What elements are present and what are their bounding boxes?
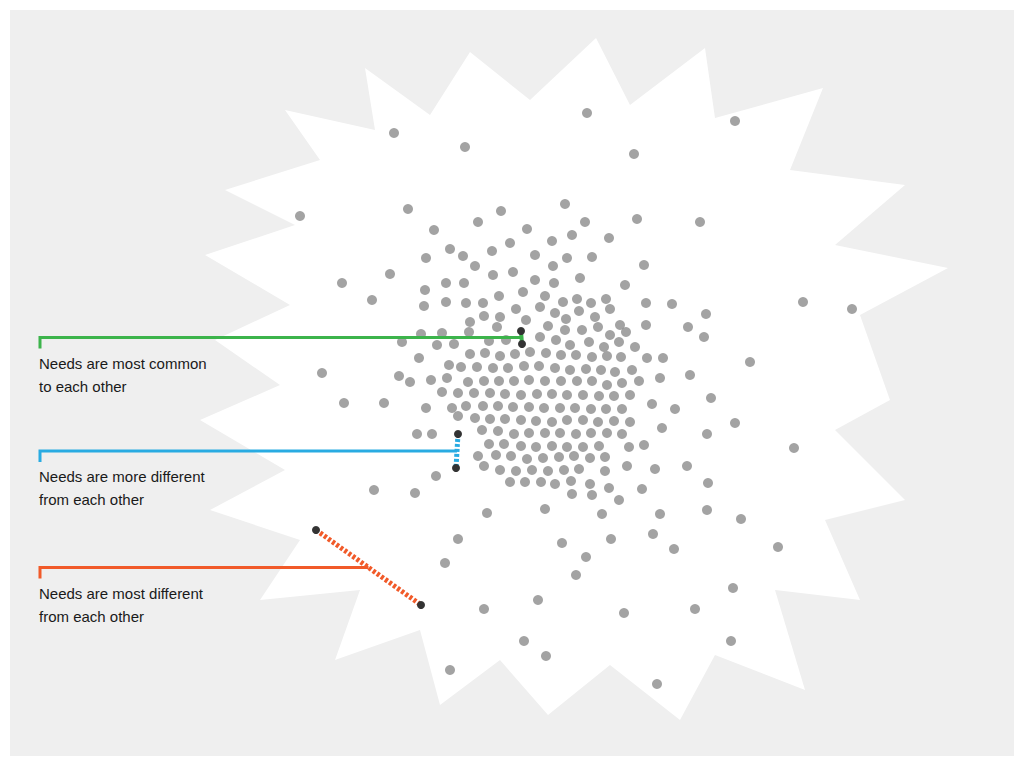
svg-text:Needs are more different: Needs are more different bbox=[39, 468, 205, 485]
svg-text:Needs are most common: Needs are most common bbox=[39, 355, 207, 372]
svg-text:Needs are most different: Needs are most different bbox=[39, 585, 204, 602]
svg-text:to each other: to each other bbox=[39, 378, 127, 395]
svg-text:from each other: from each other bbox=[39, 491, 144, 508]
svg-text:from each other: from each other bbox=[39, 608, 144, 625]
